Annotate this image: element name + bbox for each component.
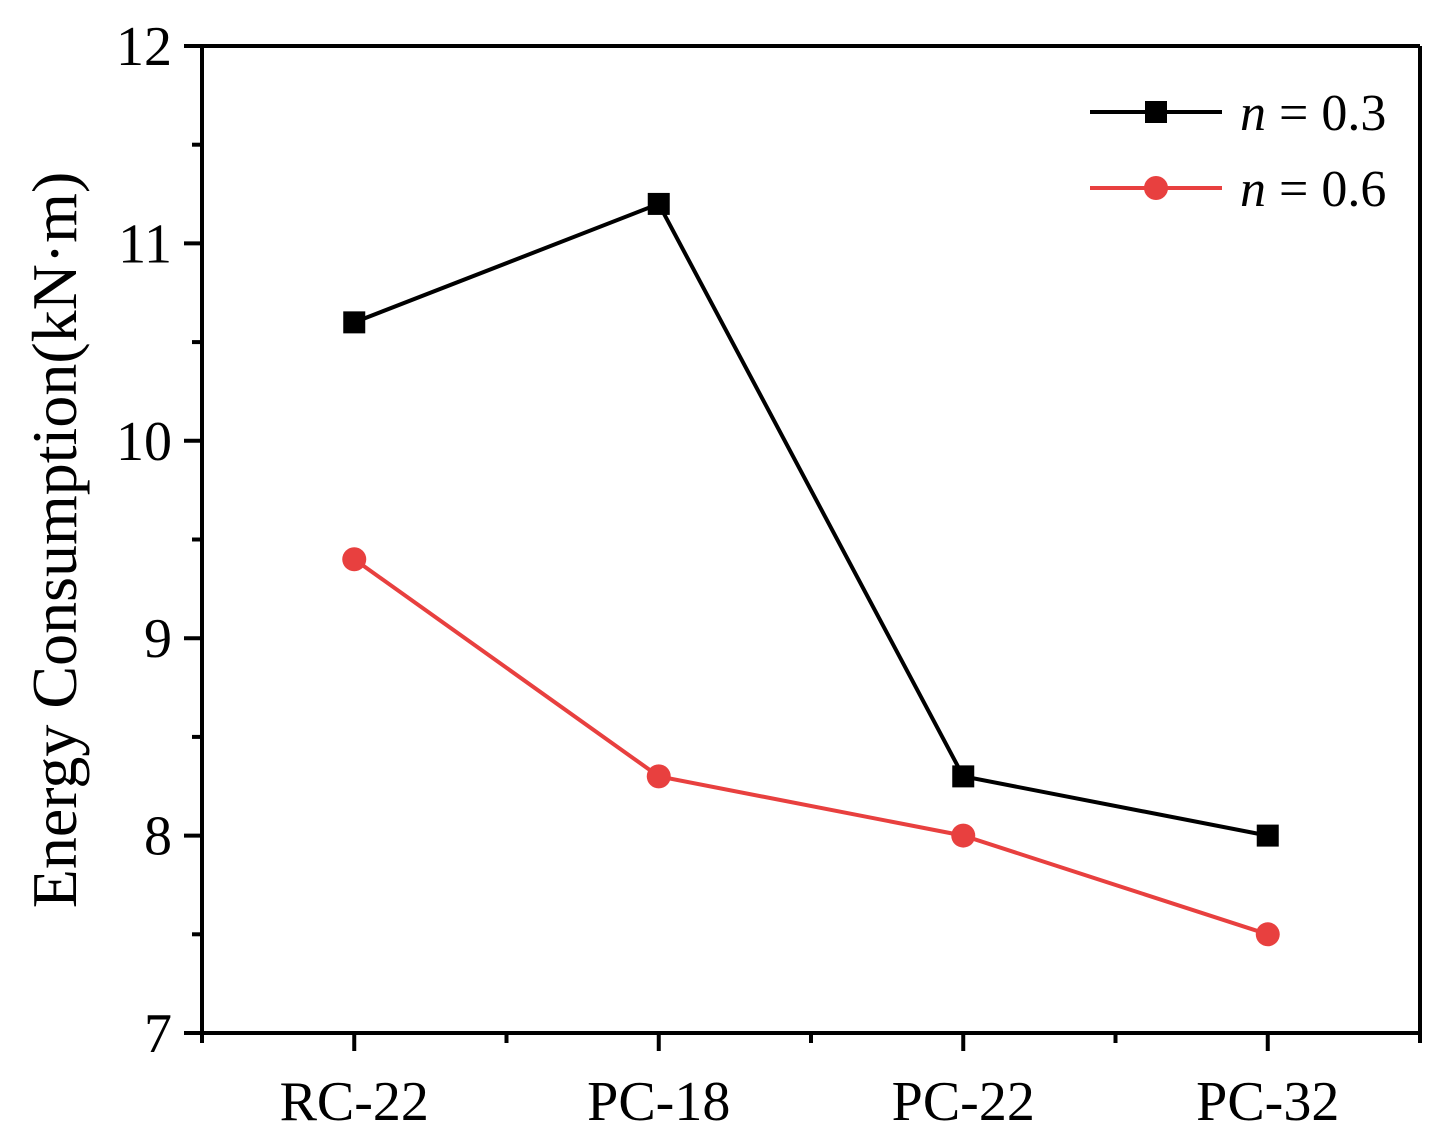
series-1 [342, 547, 1280, 947]
axes: 7 8 9 10 11 12 RC-22 PC-18 PC-22 PC-32 [116, 16, 1422, 1133]
data-point-square [1256, 824, 1279, 847]
legend-label-var: n [1240, 85, 1266, 142]
y-tick-label: 11 [118, 213, 172, 275]
legend-label-value: = 0.3 [1266, 85, 1386, 142]
y-tick-label: 12 [116, 16, 172, 78]
data-point-circle [1255, 922, 1280, 947]
data-point-square [952, 765, 975, 788]
series-0 [343, 192, 1279, 847]
legend-marker-circle [1144, 176, 1168, 200]
legend-label-var: n [1240, 161, 1266, 218]
data-point-square [647, 192, 670, 215]
y-tick-label: 10 [116, 411, 172, 473]
series-line [353, 201, 1269, 838]
legend-label: n = 0.6 [1240, 161, 1386, 218]
x-tick-label: RC-22 [280, 1071, 429, 1133]
y-tick-label: 7 [144, 1003, 172, 1065]
y-axis-title-group: Energy Consumption(kN·m) [19, 172, 90, 909]
x-tick-label: PC-32 [1196, 1071, 1339, 1133]
series-line [353, 557, 1269, 937]
legend-item-1: n = 0.6 [1090, 161, 1386, 218]
series-layer [342, 192, 1280, 947]
data-point-circle [646, 764, 671, 789]
y-tick-label: 9 [144, 608, 172, 670]
legend-item-0: n = 0.3 [1090, 85, 1386, 142]
data-point-circle [342, 547, 367, 572]
x-tick-label: PC-18 [587, 1071, 730, 1133]
y-axis-title: Energy Consumption(kN·m) [19, 172, 90, 909]
y-tick-label: 8 [144, 806, 172, 868]
legend-label: n = 0.3 [1240, 85, 1386, 142]
data-point-circle [951, 823, 976, 848]
legend: n = 0.3n = 0.6 [1090, 85, 1386, 218]
x-tick-label: PC-22 [892, 1071, 1035, 1133]
legend-label-value: = 0.6 [1266, 161, 1386, 218]
legend-marker-square [1145, 101, 1167, 123]
data-point-square [343, 311, 366, 334]
